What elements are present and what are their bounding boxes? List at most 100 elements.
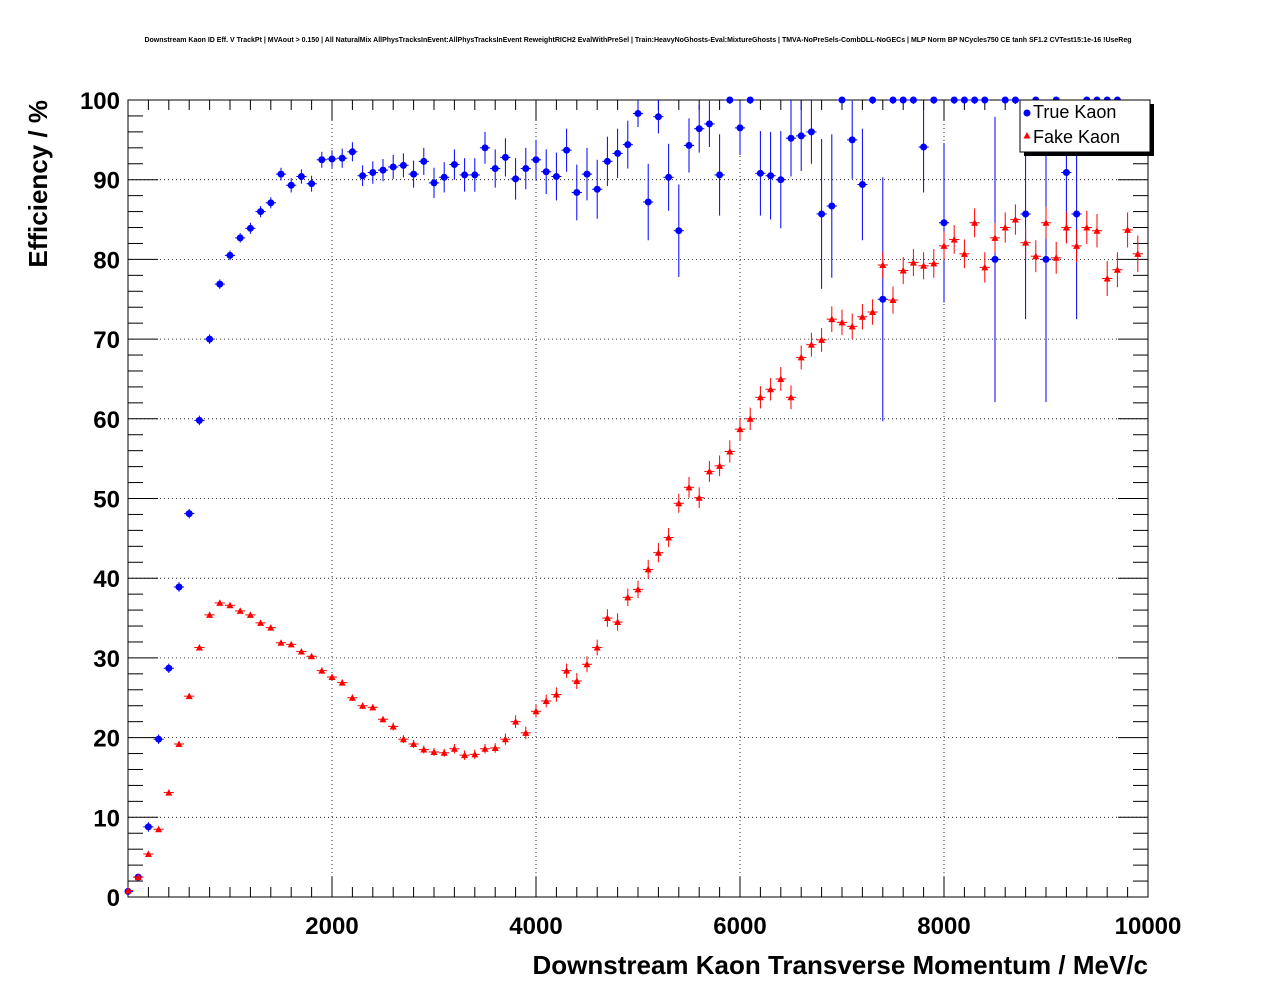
legend-true-kaon-label: True Kaon: [1033, 102, 1116, 122]
data-point: [665, 173, 673, 181]
data-point: [379, 715, 387, 723]
data-point: [206, 335, 214, 343]
data-point: [746, 415, 754, 422]
data-point: [940, 242, 948, 249]
data-point: [1042, 219, 1050, 226]
data-point: [1124, 226, 1132, 233]
data-point: [246, 224, 254, 232]
data-point: [165, 789, 173, 796]
data-point: [552, 691, 560, 698]
data-point: [603, 157, 611, 165]
data-point: [838, 96, 846, 104]
data-point: [889, 96, 897, 104]
data-point: [807, 128, 815, 136]
data-point: [257, 619, 265, 626]
data-point: [420, 157, 428, 165]
data-point: [236, 234, 244, 242]
data-point: [144, 823, 152, 831]
data-point: [461, 171, 469, 179]
data-point: [552, 173, 560, 181]
data-point: [522, 729, 530, 736]
data-point: [634, 585, 642, 593]
data-point: [695, 125, 703, 133]
data-point: [430, 748, 438, 755]
data-point: [1093, 227, 1101, 234]
data-point: [920, 143, 928, 151]
data-point: [1073, 210, 1081, 218]
data-point: [848, 136, 856, 144]
y-tick-label: 20: [93, 726, 120, 753]
data-point: [726, 96, 734, 104]
x-axis-title: Downstream Kaon Transverse Momentum / Me…: [532, 950, 1148, 980]
data-point: [461, 751, 469, 759]
data-point: [991, 255, 999, 263]
y-tick-label: 100: [80, 88, 120, 115]
data-point: [879, 295, 887, 303]
data-point: [1001, 96, 1009, 104]
data-point: [471, 750, 479, 758]
data-point: [675, 227, 683, 235]
data-point: [206, 611, 214, 618]
data-point: [685, 141, 693, 149]
data-point: [777, 375, 785, 382]
data-point: [481, 745, 489, 752]
data-point: [420, 746, 428, 753]
data-point: [736, 425, 744, 433]
data-point: [379, 166, 387, 174]
data-point: [767, 385, 775, 393]
data-point: [573, 677, 581, 685]
y-tick-label: 80: [93, 247, 120, 274]
data-point: [1062, 224, 1070, 231]
data-point: [1103, 275, 1111, 282]
data-point: [287, 181, 295, 189]
data-point: [1113, 266, 1121, 273]
data-point: [134, 873, 142, 881]
data-point: [583, 170, 591, 178]
data-point: [308, 652, 316, 660]
data-point: [858, 180, 866, 188]
data-point: [1011, 216, 1019, 223]
data-point: [1011, 96, 1019, 104]
data-point: [685, 483, 693, 491]
data-point: [318, 156, 326, 164]
data-point: [930, 259, 938, 267]
data-point: [624, 593, 632, 601]
data-point: [889, 296, 897, 304]
data-point: [869, 308, 877, 316]
data-point: [430, 179, 438, 187]
data-point: [491, 165, 499, 173]
data-point: [226, 601, 234, 609]
data-point: [155, 825, 163, 833]
data-point: [481, 144, 489, 152]
data-point: [563, 667, 571, 674]
data-point: [593, 644, 601, 651]
data-point: [165, 664, 173, 672]
data-points: [124, 96, 1143, 895]
y-axis-title: Efficiency / %: [23, 100, 53, 268]
data-point: [491, 744, 499, 751]
data-point: [348, 694, 356, 701]
data-point: [175, 583, 183, 591]
y-tick-label: 10: [93, 805, 120, 832]
data-point: [848, 322, 856, 330]
data-point: [175, 740, 183, 747]
data-point: [226, 251, 234, 259]
data-point: [1022, 210, 1030, 218]
x-tick-label: 6000: [713, 913, 766, 940]
data-point: [726, 447, 734, 455]
data-point: [185, 692, 193, 700]
data-point: [950, 235, 958, 243]
data-point: [257, 208, 265, 216]
data-point: [195, 416, 203, 424]
data-point: [389, 163, 397, 171]
y-tick-label: 30: [93, 646, 120, 673]
data-point: [399, 735, 407, 743]
data-point: [807, 341, 815, 348]
data-point: [573, 188, 581, 196]
legend: True Kaon Fake Kaon: [1019, 99, 1154, 156]
axes: 2000 4000 6000 8000 10000 0 10 20 30 40 50 60 70 80 90…: [80, 88, 1181, 940]
data-point: [236, 607, 244, 614]
data-point: [787, 393, 795, 401]
data-point: [940, 219, 948, 227]
